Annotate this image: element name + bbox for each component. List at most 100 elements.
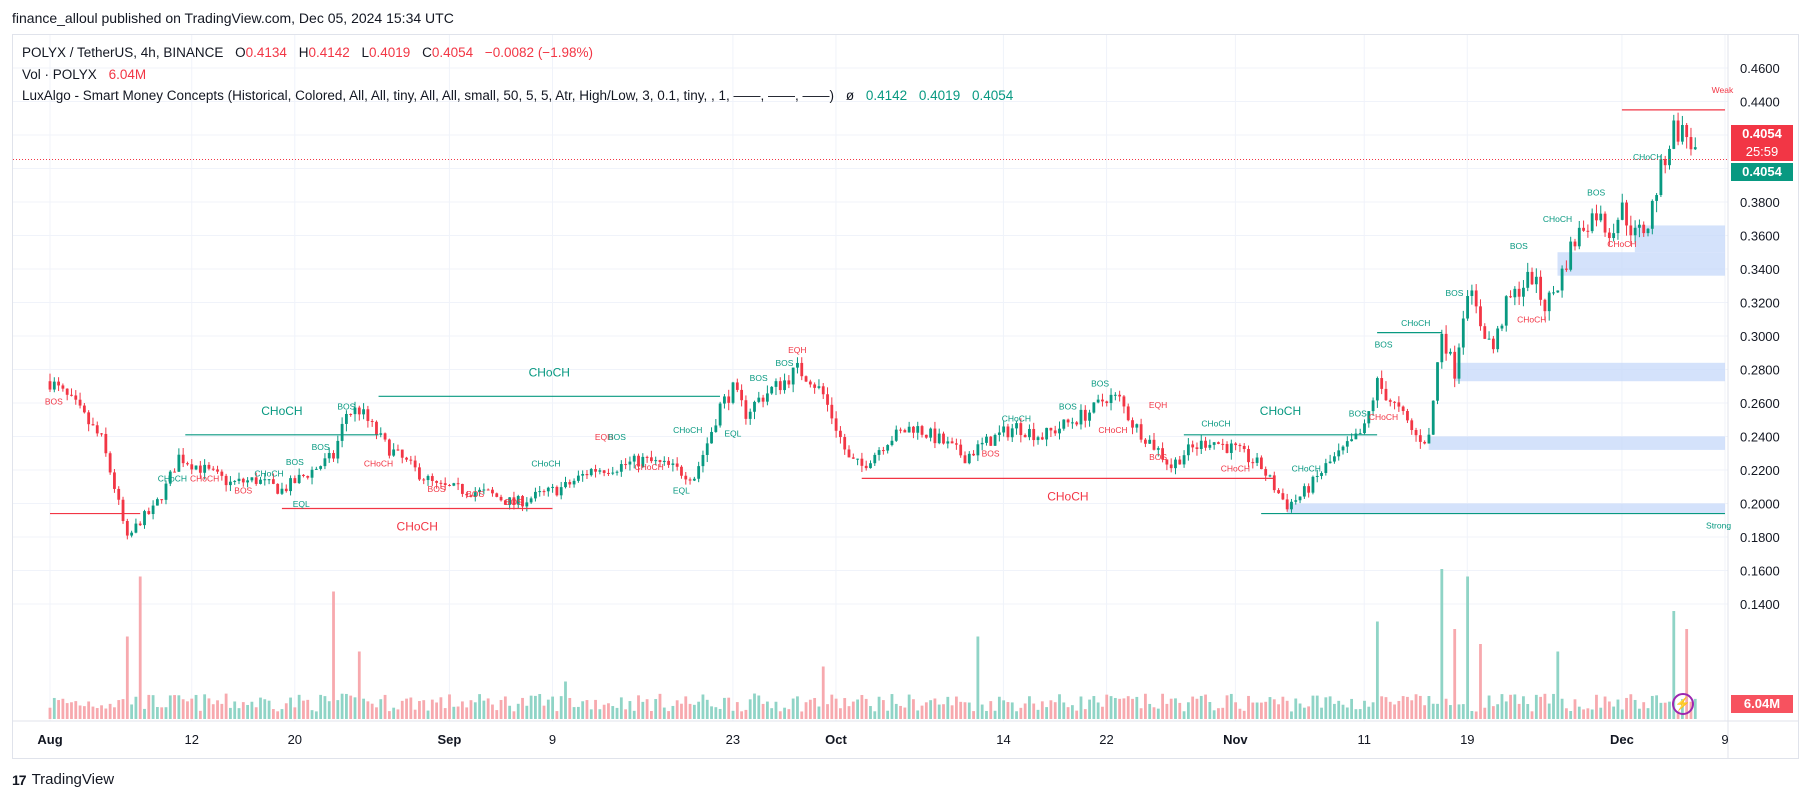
volume-bar: [1023, 703, 1027, 719]
lightning-bolt-icon[interactable]: ⚡: [1672, 693, 1694, 715]
volume-bar: [894, 703, 898, 719]
tradingview-logo[interactable]: 17 TradingView: [12, 771, 114, 788]
candle: [894, 425, 898, 442]
volume-bar: [624, 709, 628, 719]
volume-bar: [1118, 698, 1122, 719]
candle-body: [937, 433, 941, 444]
order-block-zone: [1428, 436, 1725, 450]
candle-body: [1599, 213, 1603, 221]
candle-body: [731, 382, 735, 403]
candle-body: [1002, 426, 1006, 433]
volume-bar: [160, 707, 164, 719]
volume-bar: [1264, 701, 1268, 719]
candle: [323, 453, 327, 470]
candle: [336, 435, 340, 464]
candle-body: [680, 466, 683, 476]
candle-body: [1144, 439, 1147, 444]
volume-bar: [147, 694, 151, 719]
candle-body: [1384, 388, 1388, 401]
smc-label: CHoCH: [1201, 418, 1230, 428]
smc-label: BOS: [775, 358, 793, 368]
candle-body: [834, 418, 838, 431]
volume-label[interactable]: Vol · POLYX: [22, 67, 97, 82]
candle: [392, 443, 396, 457]
volume-bar: [1474, 711, 1478, 719]
candle: [1375, 376, 1379, 408]
candle: [1431, 400, 1435, 435]
volume-bar: [370, 703, 374, 719]
volume-bar: [839, 708, 842, 719]
candle-body: [113, 472, 116, 489]
volume-bar: [1603, 696, 1607, 719]
volume-bar: [465, 707, 469, 719]
candle: [1174, 457, 1177, 475]
smc-label: CHoCH: [1002, 413, 1031, 423]
candle: [486, 488, 490, 491]
candle-body: [1487, 338, 1491, 340]
candle: [972, 450, 975, 457]
symbol-legend[interactable]: POLYX / TetherUS, 4h, BINANCE O0.4134 H0…: [22, 45, 593, 60]
candle: [340, 417, 344, 448]
volume-bar: [714, 707, 718, 719]
volume-bar: [1552, 693, 1555, 719]
candle: [611, 466, 615, 476]
candle: [61, 383, 65, 392]
candle: [469, 494, 473, 498]
volume-bar: [1083, 709, 1087, 719]
volume-bar: [1019, 707, 1023, 719]
candle: [280, 482, 284, 496]
volume-bar: [594, 699, 597, 719]
candle: [1234, 442, 1238, 451]
volume-bar: [267, 700, 271, 719]
volume-bar: [233, 701, 237, 719]
candle-body: [1380, 378, 1384, 389]
candles: [48, 112, 1697, 540]
indicator-legend[interactable]: LuxAlgo - Smart Money Concepts (Historic…: [22, 88, 1013, 103]
indicator-name[interactable]: LuxAlgo - Smart Money Concepts (Historic…: [22, 88, 835, 103]
symbol-name[interactable]: POLYX / TetherUS, 4h, BINANCE: [22, 45, 224, 60]
candle: [1302, 483, 1306, 499]
candle-body: [1247, 449, 1250, 463]
price-chart[interactable]: 0.46000.44000.42000.40000.38000.36000.34…: [13, 35, 1798, 758]
close-value: 0.4054: [431, 45, 474, 60]
candle-body: [1466, 296, 1469, 319]
volume-bar: [1500, 694, 1504, 719]
volume-bar: [1560, 698, 1564, 719]
volume-bar: [362, 698, 365, 719]
candle: [164, 480, 168, 505]
volume-bar: [602, 704, 606, 719]
candle-body: [671, 463, 675, 465]
volume-bar: [997, 696, 1001, 719]
candle-body: [1191, 444, 1195, 448]
x-tick-label: Oct: [825, 732, 847, 747]
candle: [400, 449, 404, 464]
chart-frame[interactable]: 0.46000.44000.42000.40000.38000.36000.34…: [12, 34, 1799, 759]
volume-bar: [1595, 694, 1598, 719]
candle-body: [164, 483, 168, 500]
candle: [1371, 397, 1375, 416]
smc-label: BOS: [1510, 241, 1528, 251]
candle: [1285, 493, 1289, 512]
volume-bar: [542, 705, 546, 719]
candle: [1414, 427, 1418, 442]
volume-bar: [1487, 695, 1491, 719]
volume-bar: [954, 696, 958, 719]
volume-legend[interactable]: Vol · POLYX 6.04M: [22, 67, 146, 82]
volume-bar: [138, 576, 142, 719]
candle: [869, 460, 872, 469]
volume-bar: [1345, 707, 1349, 719]
candle-body: [1629, 225, 1633, 236]
candle-body: [375, 421, 378, 435]
candle-body: [1358, 433, 1362, 435]
volume-bar: [443, 708, 447, 719]
volume-bar: [1315, 695, 1319, 719]
candle-body: [207, 464, 211, 469]
candle-body: [1221, 443, 1225, 445]
candle: [950, 437, 954, 444]
candle: [667, 457, 670, 468]
candle: [671, 459, 675, 472]
volume-bar: [619, 697, 623, 719]
candle: [602, 470, 606, 477]
candle: [1689, 127, 1693, 156]
x-tick-label: 9: [1721, 732, 1728, 747]
